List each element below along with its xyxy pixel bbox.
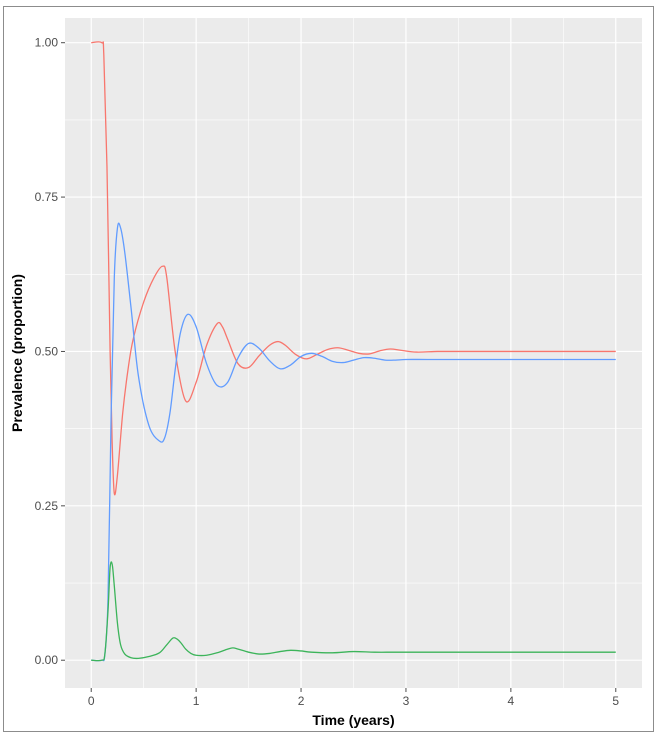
series-layer — [91, 41, 616, 662]
series-line-1 — [91, 41, 616, 496]
y-tick-label: 0.50 — [35, 344, 59, 358]
series-line-3 — [91, 561, 616, 662]
y-tick-label: 0.00 — [35, 653, 59, 667]
series-line-2 — [91, 222, 616, 662]
y-axis-title: Prevalence (proportion) — [9, 274, 25, 432]
y-tick-label: 0.25 — [35, 499, 59, 513]
x-tick-label: 4 — [508, 694, 515, 708]
minor-gridlines — [65, 18, 642, 688]
x-tick-label: 0 — [88, 694, 95, 708]
x-tick-label: 2 — [298, 694, 305, 708]
x-tick-label: 3 — [403, 694, 410, 708]
major-gridlines — [65, 18, 642, 688]
x-axis-ticks: 0 1 2 3 4 5 — [88, 688, 619, 708]
x-tick-label: 1 — [193, 694, 200, 708]
x-axis-title: Time (years) — [312, 712, 394, 728]
y-tick-label: 1.00 — [35, 36, 59, 50]
y-axis-ticks: 0.00 0.25 0.50 0.75 1.00 — [35, 36, 65, 667]
x-tick-label: 5 — [612, 694, 619, 708]
y-tick-label: 0.75 — [35, 190, 59, 204]
